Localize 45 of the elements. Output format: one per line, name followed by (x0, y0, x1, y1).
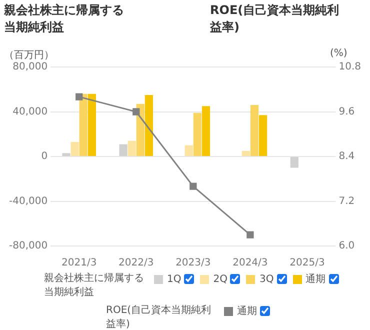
bar (193, 112, 202, 156)
bar (128, 140, 136, 156)
chart-subtitle: ROE(自己資本当期純利益率) (210, 2, 340, 36)
bar (62, 153, 70, 156)
legend-label: 3Q (259, 274, 274, 284)
bar (144, 94, 154, 156)
bar (136, 104, 144, 156)
x-tick-label: 2024/3 (232, 258, 268, 269)
bar (79, 94, 88, 156)
bar (202, 106, 210, 156)
x-tick-label: 2021/3 (62, 258, 97, 269)
y2-axis-title: (%) (330, 48, 348, 59)
y2-tick-label: 8.4 (338, 151, 355, 162)
bar (88, 94, 96, 156)
bar (119, 144, 128, 156)
y2-tick-label: 7.2 (338, 196, 355, 207)
y2-tick-label: 10.8 (338, 62, 361, 73)
y-tick-label: -80,000 (8, 240, 48, 252)
point (190, 182, 197, 190)
legend-label: 通期 (306, 272, 326, 286)
y-tick-label: 80,000 (12, 62, 48, 73)
y-axis-title: （百万円） (4, 49, 54, 62)
legend-label: 2Q (213, 274, 228, 284)
x-tick-label: 2022/3 (118, 258, 154, 269)
y-tick-label: 40,000 (12, 106, 48, 118)
bar (290, 157, 298, 168)
bar (184, 145, 193, 156)
text: ROE(自己資本当期純利益率) (106, 305, 212, 330)
point (246, 231, 254, 238)
x-tick-label: 2023/3 (176, 258, 211, 269)
bar (242, 150, 250, 156)
legend-label: 通期 (237, 304, 257, 318)
bar (250, 105, 259, 156)
chart-title: 親会社株主に帰属する当期純利益 (4, 3, 124, 34)
bar (258, 115, 268, 156)
text: 親会社株主に帰属する当期純利益 (44, 272, 145, 300)
point (76, 93, 83, 100)
x-tick-label: 2025/3 (290, 258, 325, 269)
y2-tick-label: 6.0 (338, 240, 355, 252)
y2-tick-label: 9.6 (338, 106, 355, 118)
bar (70, 142, 79, 156)
point (132, 108, 140, 116)
y-tick-label: 0 (41, 151, 48, 162)
legend-label: 1Q (167, 274, 182, 284)
y-tick-label: -40,000 (8, 196, 48, 207)
